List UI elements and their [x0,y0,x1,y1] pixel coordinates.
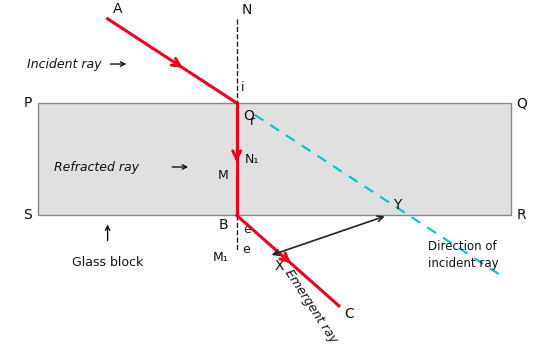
Text: N: N [242,3,252,17]
Text: X: X [274,259,284,273]
Text: A: A [113,2,123,16]
Text: B: B [219,218,229,232]
Text: r: r [250,115,256,128]
Text: N₁: N₁ [245,153,259,166]
Text: M₁: M₁ [213,251,229,264]
Text: P: P [24,96,32,110]
Text: i: i [241,81,245,94]
Text: Q: Q [516,96,527,110]
Text: e: e [243,223,251,236]
Text: e: e [242,244,250,257]
Text: Direction of
incident ray: Direction of incident ray [428,240,498,270]
Text: Y: Y [393,198,401,212]
Text: S: S [24,208,32,223]
Text: Incident ray: Incident ray [27,58,101,71]
Text: Refracted ray: Refracted ray [54,160,139,173]
Text: O: O [243,109,254,123]
Text: C: C [344,307,354,322]
Text: Emergent ray: Emergent ray [282,266,340,345]
Text: R: R [516,208,526,223]
Text: Glass block: Glass block [72,256,143,269]
Text: M: M [218,168,229,181]
Bar [38,103,511,216]
